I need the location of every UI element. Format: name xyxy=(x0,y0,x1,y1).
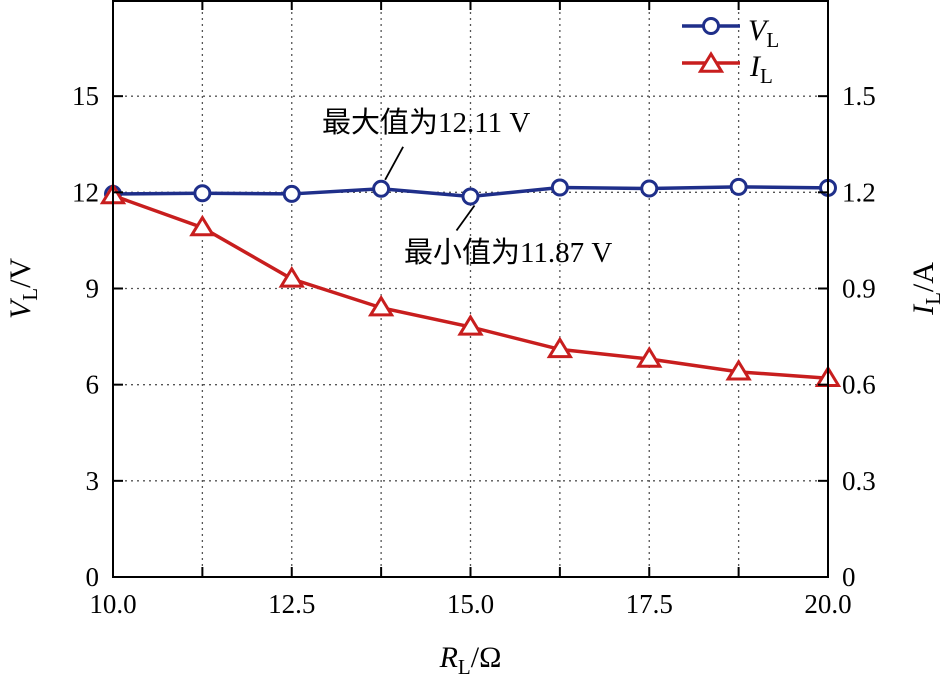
y-tick-left-label: 15 xyxy=(72,81,99,111)
annotation-min: 最小值为11.87 V xyxy=(404,236,612,269)
y-axis-right-label-symbol: I xyxy=(907,303,940,316)
legend-il-label: IL xyxy=(749,50,773,88)
y-tick-left-label: 6 xyxy=(86,370,100,400)
x-tick-label: 20.0 xyxy=(804,589,851,619)
series-il-point xyxy=(725,358,752,381)
series-il-point xyxy=(189,214,216,237)
annotation-min-leader xyxy=(455,204,476,232)
series-vl-point xyxy=(193,184,212,203)
x-axis-label-subscript: L xyxy=(458,655,471,677)
legend-vl-label: VL xyxy=(748,14,779,52)
axis-ticks xyxy=(112,0,829,578)
y-tick-right-label: 1.5 xyxy=(842,81,876,111)
legend-vl-symbol: V xyxy=(748,14,770,47)
y-axis-left-label-symbol: V xyxy=(4,297,37,319)
legend-il-subscript: L xyxy=(760,64,773,88)
x-tick-label: 10.0 xyxy=(89,589,136,619)
series-il-point xyxy=(457,314,484,336)
grid-lines xyxy=(113,0,828,577)
series-vl-point xyxy=(372,179,391,198)
series-vl-point xyxy=(640,179,659,198)
legend-vl-subscript: L xyxy=(766,28,779,52)
series-vl-point xyxy=(729,177,748,196)
legend: VL IL xyxy=(682,14,779,88)
y-tick-right-label: 0.9 xyxy=(842,274,876,304)
y-tick-right-label: 1.2 xyxy=(842,177,876,207)
y-axis-right-label-unit: /A xyxy=(907,262,940,292)
y-tick-left-label: 9 xyxy=(86,274,100,304)
y-tick-right-label: 0 xyxy=(842,562,856,592)
x-tick-label: 12.5 xyxy=(268,589,315,619)
y-axis-right-label-subscript: L xyxy=(921,292,945,305)
annotation-max: 最大值为12.11 V xyxy=(322,106,530,139)
series-vl-point xyxy=(282,184,301,203)
y-tick-right-label: 0.3 xyxy=(842,466,876,496)
series-il-point xyxy=(546,336,574,359)
series-il-point xyxy=(278,266,305,288)
y-axis-left-label-subscript: L xyxy=(18,288,42,301)
series-il-point xyxy=(636,346,663,368)
annotation-max-leader xyxy=(384,146,404,181)
y-tick-left-label: 3 xyxy=(86,466,100,496)
y-tick-right-label: 0.6 xyxy=(842,370,876,400)
series-il-point xyxy=(367,294,395,317)
y-tick-left-label: 12 xyxy=(72,177,99,207)
y-axis-left-label-unit: /V xyxy=(4,258,37,288)
x-axis-label-unit: /Ω xyxy=(471,641,502,674)
x-axis-label-symbol: R xyxy=(439,641,458,674)
legend-vl-marker xyxy=(702,17,720,35)
x-tick-label: 15.0 xyxy=(447,589,494,619)
y-axis-right-label: IL/A xyxy=(907,262,945,316)
legend-il-marker xyxy=(697,51,725,73)
y-tick-left-label: 0 xyxy=(86,562,100,592)
legend-il-symbol: I xyxy=(749,50,762,83)
x-axis-label: RL/Ω xyxy=(439,641,502,677)
y-axis-left-label: VL/V xyxy=(4,258,42,319)
tick-labels: 10.0 12.5 15.0 17.5 20.00369121500.30.60.91.… xyxy=(72,81,876,619)
series-vl-point xyxy=(461,187,480,206)
x-tick-label: 17.5 xyxy=(626,589,673,619)
series-vl-point xyxy=(550,178,569,197)
